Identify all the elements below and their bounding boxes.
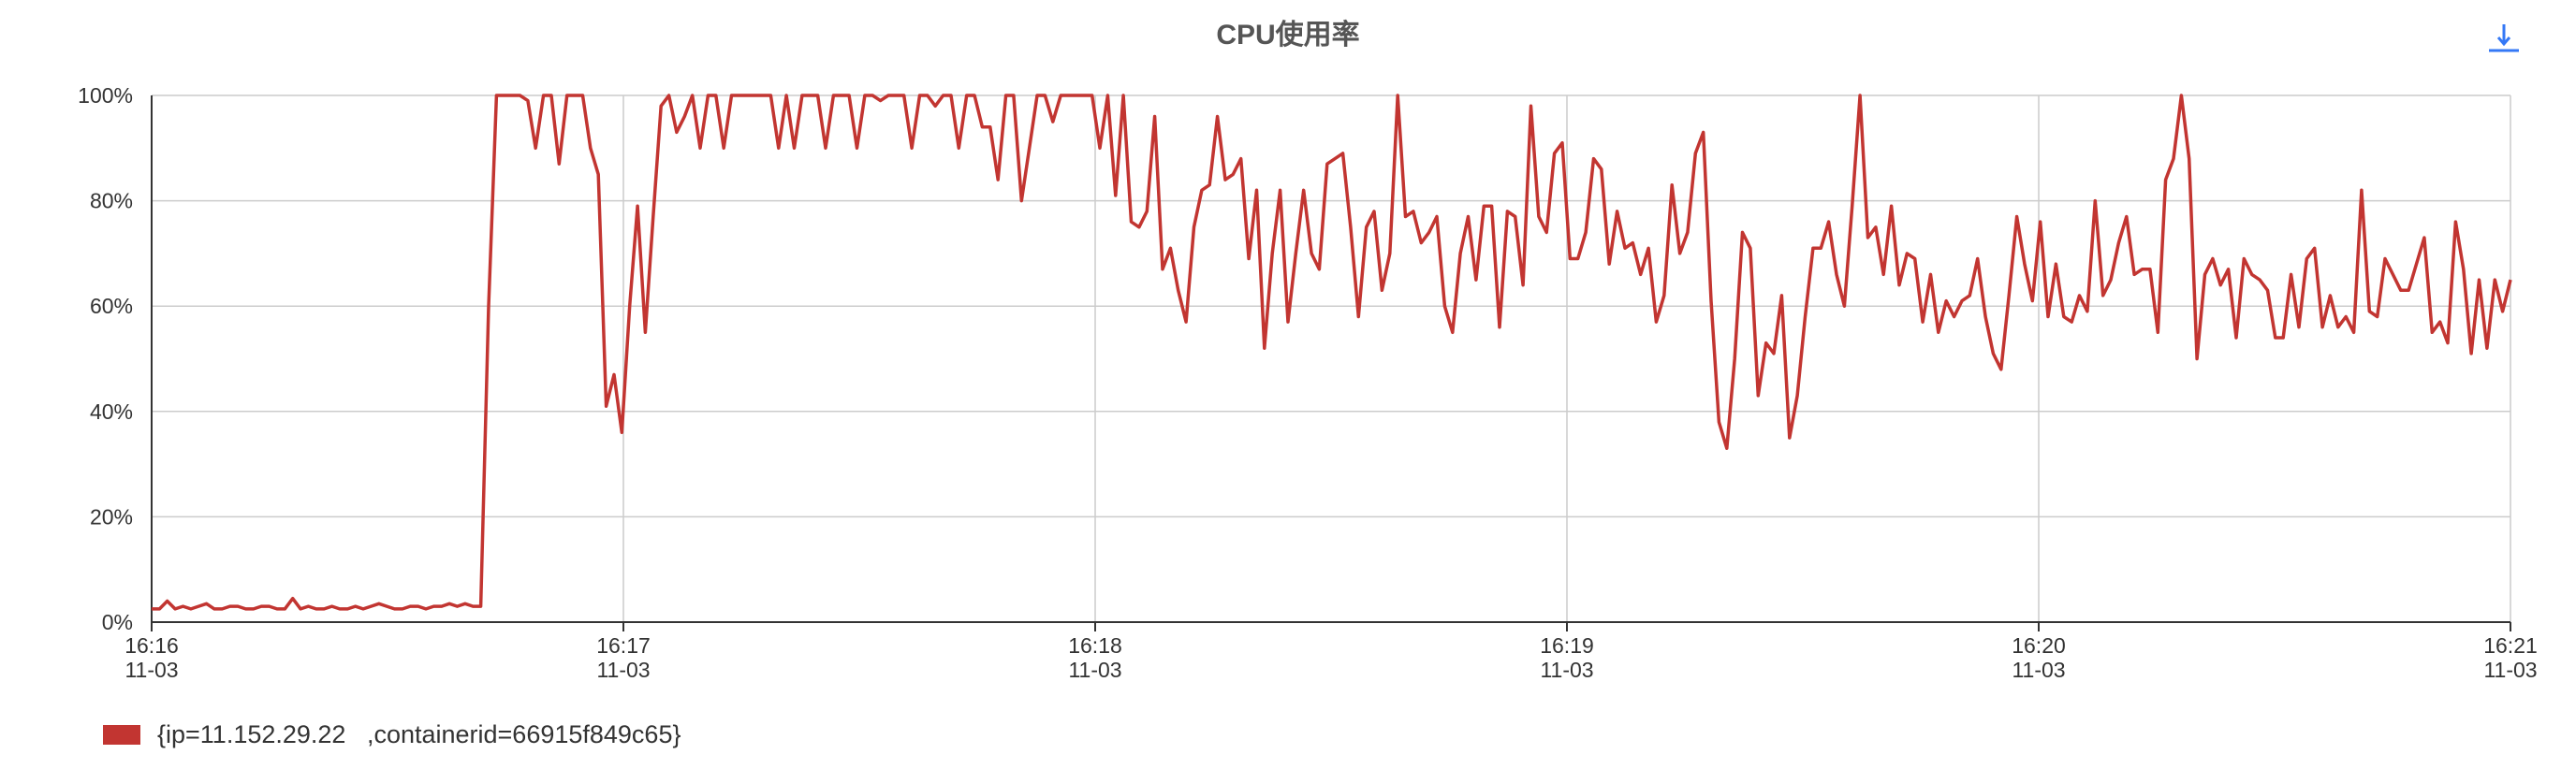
x-tick-label-date: 11-03 (1540, 658, 1593, 682)
x-tick-label-time: 16:20 (2012, 633, 2066, 658)
x-axis: 16:1611-0316:1711-0316:1811-0316:1911-03… (124, 621, 2538, 682)
x-tick-label-date: 11-03 (124, 658, 178, 682)
x-tick-label-time: 16:16 (124, 633, 179, 658)
x-tick-label-date: 11-03 (2012, 658, 2065, 682)
y-tick-label: 40% (90, 399, 133, 424)
x-tick-label-date: 11-03 (596, 658, 650, 682)
y-tick-label: 60% (90, 294, 133, 318)
chart-title: CPU使用率 (1216, 20, 1360, 51)
x-tick-label-time: 16:18 (1068, 633, 1122, 658)
x-tick-label-time: 16:19 (1540, 633, 1594, 658)
x-tick-label-time: 16:21 (2483, 633, 2538, 658)
y-axis: 0% 20% 40% 60% 80% 100% (78, 83, 153, 634)
legend-swatch (103, 725, 140, 745)
series-line (152, 94, 2512, 611)
x-tick-label-date: 11-03 (2483, 658, 2537, 682)
y-tick-label: 0% (102, 610, 133, 634)
y-tick-label: 80% (90, 189, 133, 213)
download-icon[interactable] (2488, 17, 2520, 54)
y-tick-label: 20% (90, 504, 133, 529)
x-tick-label-time: 16:17 (596, 633, 651, 658)
grid-lines (152, 94, 2511, 622)
series-layer (152, 94, 2512, 611)
y-tick-label: 100% (78, 83, 133, 108)
x-tick-label-date: 11-03 (1068, 658, 1121, 682)
legend-label: {ip=11.152.29.22 ,containerid=66915f849c… (157, 720, 681, 748)
download-arrow-icon (2489, 24, 2519, 52)
legend[interactable]: {ip=11.152.29.22 ,containerid=66915f849c… (103, 720, 681, 749)
cpu-usage-chart: 0%20%40%60%80%100% 16:1611-0316:1711-031… (78, 83, 2538, 682)
